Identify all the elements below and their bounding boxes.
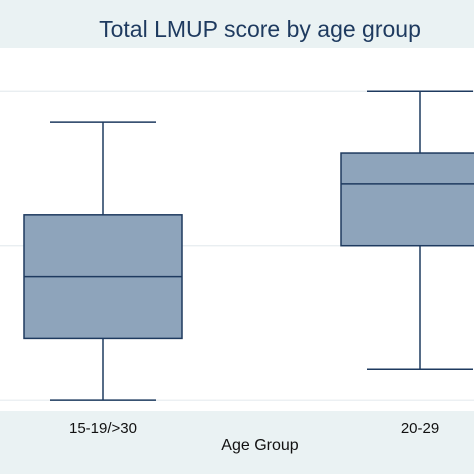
x-axis-label: Age Group bbox=[221, 437, 299, 454]
iqr-box bbox=[340, 152, 474, 247]
x-tick-label: 15-19/>30 bbox=[69, 420, 137, 437]
box-series bbox=[23, 90, 474, 401]
chart-title: Total LMUP score by age group bbox=[99, 16, 421, 42]
x-tick-label: 20-29 bbox=[401, 420, 439, 437]
box-plot bbox=[0, 90, 474, 401]
plot-area bbox=[0, 48, 474, 411]
